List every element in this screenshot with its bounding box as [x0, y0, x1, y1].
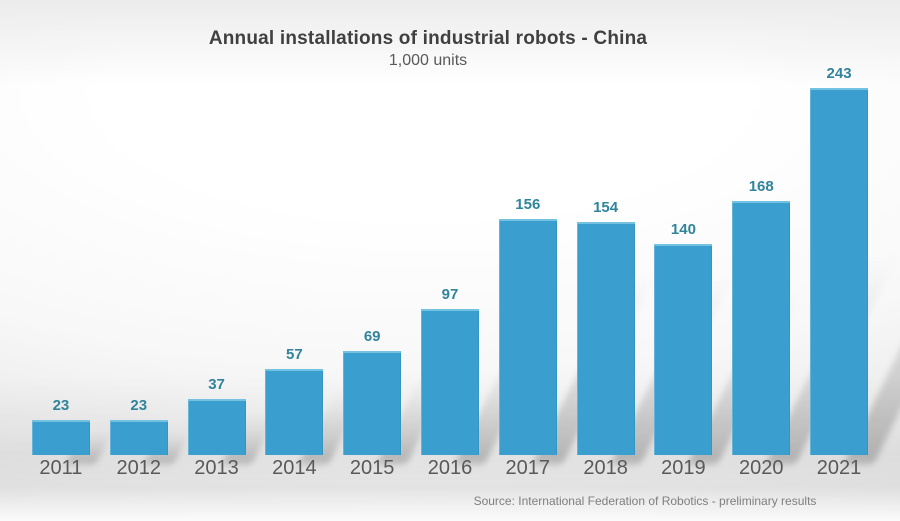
bar-value-label: 69: [363, 328, 381, 345]
plot-area: 23 23 37 57 69 97 156 154 140 168 243: [22, 65, 900, 464]
bar-value-label: 156: [515, 196, 541, 213]
bar-value-label: 168: [748, 178, 774, 195]
bar-value-label: 140: [670, 221, 696, 238]
bar-column: 23: [22, 397, 116, 464]
x-axis-label: 2020: [738, 457, 784, 479]
bar: [187, 399, 246, 455]
bar-column: 69: [333, 328, 459, 464]
x-axis-label: 2014: [272, 457, 317, 479]
bar: [265, 369, 324, 455]
bar-value-label: 23: [52, 397, 70, 414]
bar-column: 57: [255, 346, 373, 464]
bar: [109, 420, 168, 455]
x-axis-label: 2021: [816, 457, 862, 479]
bar: [732, 201, 791, 455]
bar-column: 154: [567, 199, 750, 464]
bar: [576, 222, 635, 455]
bar: [810, 88, 869, 455]
x-axis-label: 2011: [39, 457, 83, 479]
bar-column: 37: [178, 376, 282, 464]
x-axis: 2011 2012 2013 2014 2015 2016 2017 2018 2019 2020…: [22, 457, 878, 480]
bar-column: 156: [489, 196, 674, 464]
bar-value-label: 243: [826, 65, 852, 82]
chart-title: Annual installations of industrial robot…: [208, 28, 648, 49]
bar-column: 97: [411, 286, 555, 464]
bar-value-label: 23: [130, 397, 148, 414]
bar: [654, 244, 713, 455]
x-axis-label: 2017: [505, 457, 551, 479]
bar-value-label: 97: [441, 286, 459, 303]
bar-column: 23: [100, 397, 194, 464]
bar-column: 243: [800, 65, 900, 464]
x-axis-label: 2016: [427, 457, 473, 479]
bar-value-label: 37: [208, 376, 225, 393]
x-axis-label: 2013: [194, 457, 239, 479]
x-axis-label: 2012: [116, 457, 161, 479]
bar: [31, 420, 90, 455]
bar: [420, 309, 479, 455]
chart-subtitle: 1,000 units: [388, 52, 468, 69]
x-axis-label: 2015: [349, 457, 395, 479]
x-axis-label: 2019: [661, 457, 706, 479]
bar-value-label: 154: [593, 199, 619, 216]
bar-value-label: 57: [286, 346, 303, 363]
bar-column: 140: [645, 221, 818, 464]
bar-column: 168: [722, 178, 900, 464]
source-note: Source: International Federation of Robo…: [473, 494, 817, 508]
x-axis-label: 2018: [583, 457, 628, 479]
bar: [343, 351, 402, 455]
bar: [498, 219, 557, 455]
